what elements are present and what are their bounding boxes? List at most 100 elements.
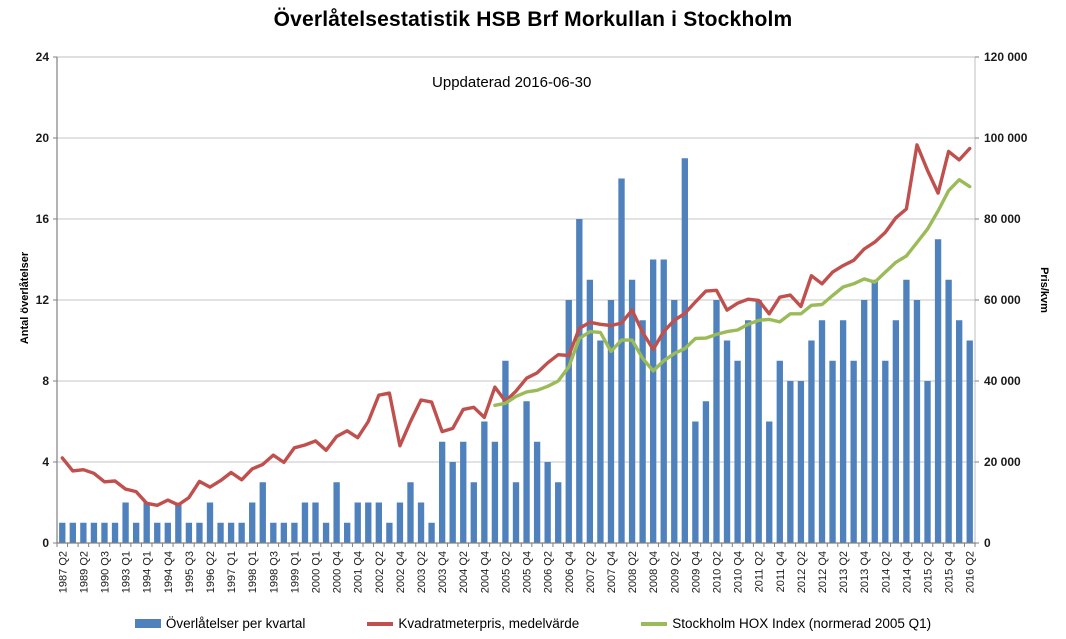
bar [512,482,520,543]
x-tick-label: 2012 Q2 [796,551,808,593]
x-axis-tick-labels: 1987 Q2 1989 Q2 1990 Q3 1993 Q1 1994 Q1 1994 … [57,551,976,593]
legend-label: Kvadratmeterpris, medelvärde [398,616,580,631]
bar [597,340,604,543]
y-tick-label: 40 000 [984,374,1021,388]
bar [913,300,921,543]
bar [312,502,319,543]
line-swatch-icon [641,621,668,626]
legend-item-transfers: Överlåtelser per kvartal [134,616,306,631]
bar [861,300,868,543]
x-tick-label: 2016 Q2 [965,551,977,593]
x-tick-label: 2002 Q4 [395,551,407,593]
legend-label: Överlåtelser per kvartal [165,616,306,631]
x-tick-label: 2005 Q2 [500,551,512,593]
y-tick-label: 12 [36,293,50,307]
x-tick-label: 1999 Q1 [289,551,301,593]
bar [502,360,509,543]
x-tick-label: 2000 Q4 [332,551,344,593]
bar [217,522,224,543]
x-tick-label: 1998 Q3 [268,551,280,593]
bar [892,320,900,543]
x-tick-label: 2010 Q2 [711,551,723,593]
bar [607,300,615,543]
bar [470,482,477,543]
x-tick-label: 1989 Q2 [78,551,90,593]
bar [333,482,340,543]
y-axis-ticks [53,56,979,544]
left-axis-title: Antal överlåtelser [19,251,31,345]
bar-swatch-icon [134,619,161,628]
legend-item-price: Kvadratmeterpris, medelvärde [367,616,579,631]
chart-title: Överlåtelsestatistik HSB Brf Morkullan i… [273,8,793,31]
bar [808,340,815,543]
bar [903,279,910,543]
chart-subtitle: Uppdaterad 2016-06-30 [432,74,592,91]
bar [132,522,140,543]
bar [301,502,309,543]
x-tick-label: 2005 Q4 [522,551,534,593]
y-tick-label: 20 000 [984,455,1021,469]
bar [185,522,193,543]
x-tick-label: 2014 Q2 [880,551,892,593]
y-tick-label: 80 000 [984,212,1021,226]
x-tick-label: 2008 Q4 [648,551,660,593]
bar [956,320,963,543]
bar [692,421,699,543]
x-tick-label: 2009 Q4 [690,551,702,593]
y-tick-label: 0 [984,536,991,550]
bar [227,522,235,543]
bar [80,522,87,543]
x-tick-label: 2011 Q2 [754,551,766,592]
bar [766,421,773,543]
bar [249,502,256,543]
x-tick-label: 2000 Q1 [311,551,323,593]
bar [660,259,667,543]
bar [533,441,541,543]
y-tick-label: 100 000 [984,131,1028,145]
bar [544,462,551,543]
y-tick-label: 8 [42,374,49,388]
x-tick-label: 2003 Q2 [416,551,428,593]
right-axis-tick-labels: 0 20 000 40 000 60 000 80 000 100 000 120 000 [984,50,1028,550]
bar [839,320,847,543]
bar [787,381,794,543]
y-tick-label: 20 [36,131,50,145]
x-tick-label: 2013 Q4 [859,551,871,593]
bar [196,522,203,543]
x-tick-label: 2007 Q4 [606,551,618,593]
bar [702,401,710,543]
bar [154,522,161,543]
bar [945,279,952,543]
left-axis-tick-labels: 0 4 8 12 16 20 24 [36,50,50,550]
bar [59,522,66,543]
x-tick-label: 2015 Q2 [923,551,935,593]
bar [576,219,583,543]
bar [164,522,171,543]
bar [322,522,330,543]
bar [481,421,488,543]
bar [417,502,425,543]
bar [713,300,720,543]
x-tick-label: 2002 Q2 [374,551,386,593]
x-tick-label: 2012 Q4 [817,551,829,593]
y-tick-label: 60 000 [984,293,1021,307]
price-line [60,143,972,507]
bar [639,320,646,543]
x-axis-ticks [56,543,976,547]
x-tick-label: 2008 Q2 [627,551,639,593]
legend: Överlåtelser per kvartal Kvadratmeterpri… [0,616,1066,631]
bar [723,340,731,543]
bar [375,502,382,543]
y-tick-label: 120 000 [984,50,1028,64]
x-tick-label: 1987 Q2 [57,551,69,593]
bar [101,522,108,543]
x-tick-label: 2004 Q4 [479,551,491,593]
x-tick-label: 1994 Q4 [163,551,175,593]
bar [143,502,150,543]
x-tick-label: 2009 Q2 [669,551,681,593]
bar [122,502,129,543]
bar [428,522,435,543]
y-tick-label: 16 [36,212,50,226]
hox-line [493,177,972,407]
